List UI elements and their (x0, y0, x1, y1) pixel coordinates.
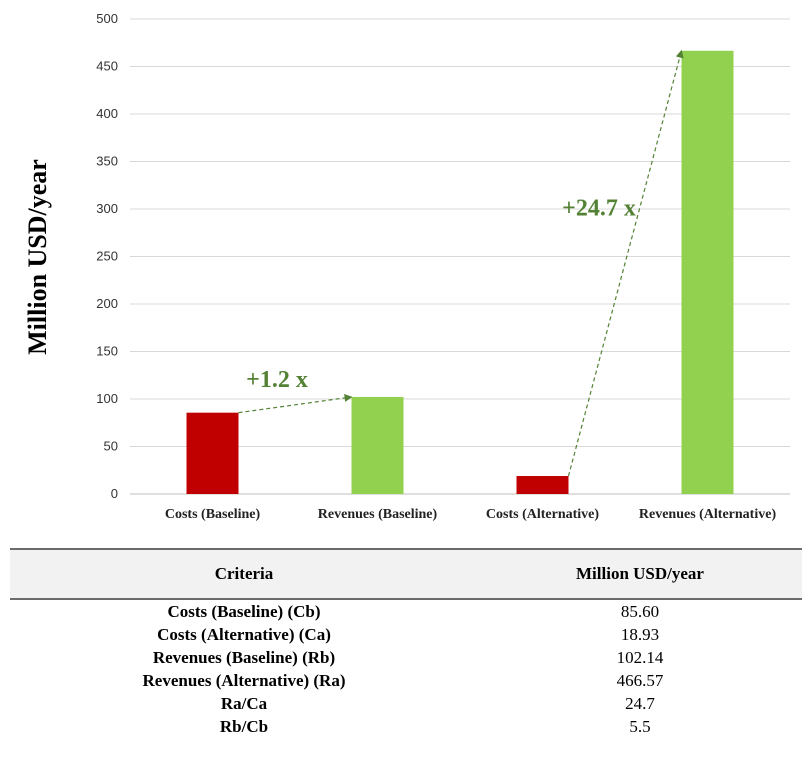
y-tick-label: 250 (96, 249, 118, 264)
bars (186, 50, 734, 495)
x-axis-labels: Costs (Baseline) Revenues (Baseline) Costs… (165, 507, 777, 522)
x-category-label: Revenues (Baseline) (318, 507, 438, 522)
x-category-label: Revenues (Alternative) (639, 507, 777, 522)
row-criteria: Rb/Cb (219, 716, 269, 736)
table-row: Revenues (Baseline) (Rb) 102.14 (10, 646, 802, 669)
y-tick-label: 500 (96, 11, 118, 26)
table-row: Costs (Baseline) (Cb) 85.60 (10, 599, 802, 623)
annotation-label: +24.7 x (562, 195, 636, 221)
row-criteria: Ra/Ca (220, 693, 268, 713)
y-tick-label: 50 (104, 439, 118, 454)
row-criteria: Costs (Alternative) (Ca) (157, 624, 331, 644)
header-criteria: Criteria (10, 548, 478, 600)
x-category-label: Costs (Baseline) (165, 507, 261, 522)
y-axis-label: Million USD/year (23, 159, 52, 355)
header-value: Million USD/year (478, 548, 802, 600)
y-tick-label: 200 (96, 296, 118, 311)
bar (351, 396, 404, 494)
table-row: Rb/Cb 5.5 (10, 715, 802, 738)
x-category-label: Costs (Alternative) (486, 507, 599, 522)
bar-chart: 0 50 100 150 200 250 300 350 400 450 500 Costs (Ba… (23, 11, 790, 522)
y-tick-label: 350 (96, 154, 118, 169)
y-tick-label: 450 (96, 59, 118, 74)
annotations: +1.2 x +24.7 x (238, 49, 684, 477)
table-row: Ra/Ca 24.7 (10, 692, 802, 715)
row-value: 85.60 (620, 601, 660, 621)
y-tick-label: 100 (96, 391, 118, 406)
annotation-label: +1.2 x (246, 367, 308, 393)
row-value: 18.93 (620, 624, 660, 644)
row-value: 24.7 (625, 693, 655, 713)
y-tick-label: 400 (96, 106, 118, 121)
y-tick-label: 300 (96, 201, 118, 216)
row-value: 102.14 (616, 647, 664, 667)
row-value: 466.57 (616, 670, 664, 690)
row-criteria: Revenues (Alternative) (Ra) (142, 670, 346, 690)
summary-table-container: Criteria Million USD/year Costs (Baselin… (10, 548, 802, 738)
table-header-row: Criteria Million USD/year (10, 548, 802, 600)
trend-arrow (238, 393, 353, 414)
bar (516, 476, 569, 494)
gridlines (130, 18, 790, 495)
row-criteria: Revenues (Baseline) (Rb) (152, 647, 336, 667)
bar (681, 50, 734, 495)
y-tick-label: 0 (111, 486, 118, 501)
y-tick-label: 150 (96, 344, 118, 359)
table-row: Costs (Alternative) (Ca) 18.93 (10, 623, 802, 646)
summary-table: Criteria Million USD/year Costs (Baselin… (10, 548, 802, 738)
bar (186, 412, 239, 494)
row-value: 5.5 (629, 716, 651, 736)
trend-arrow (567, 49, 684, 477)
table-row: Revenues (Alternative) (Ra) 466.57 (10, 669, 802, 692)
y-axis-ticks: 0 50 100 150 200 250 300 350 400 450 500 (96, 11, 118, 501)
row-criteria: Costs (Baseline) (Cb) (167, 601, 321, 621)
